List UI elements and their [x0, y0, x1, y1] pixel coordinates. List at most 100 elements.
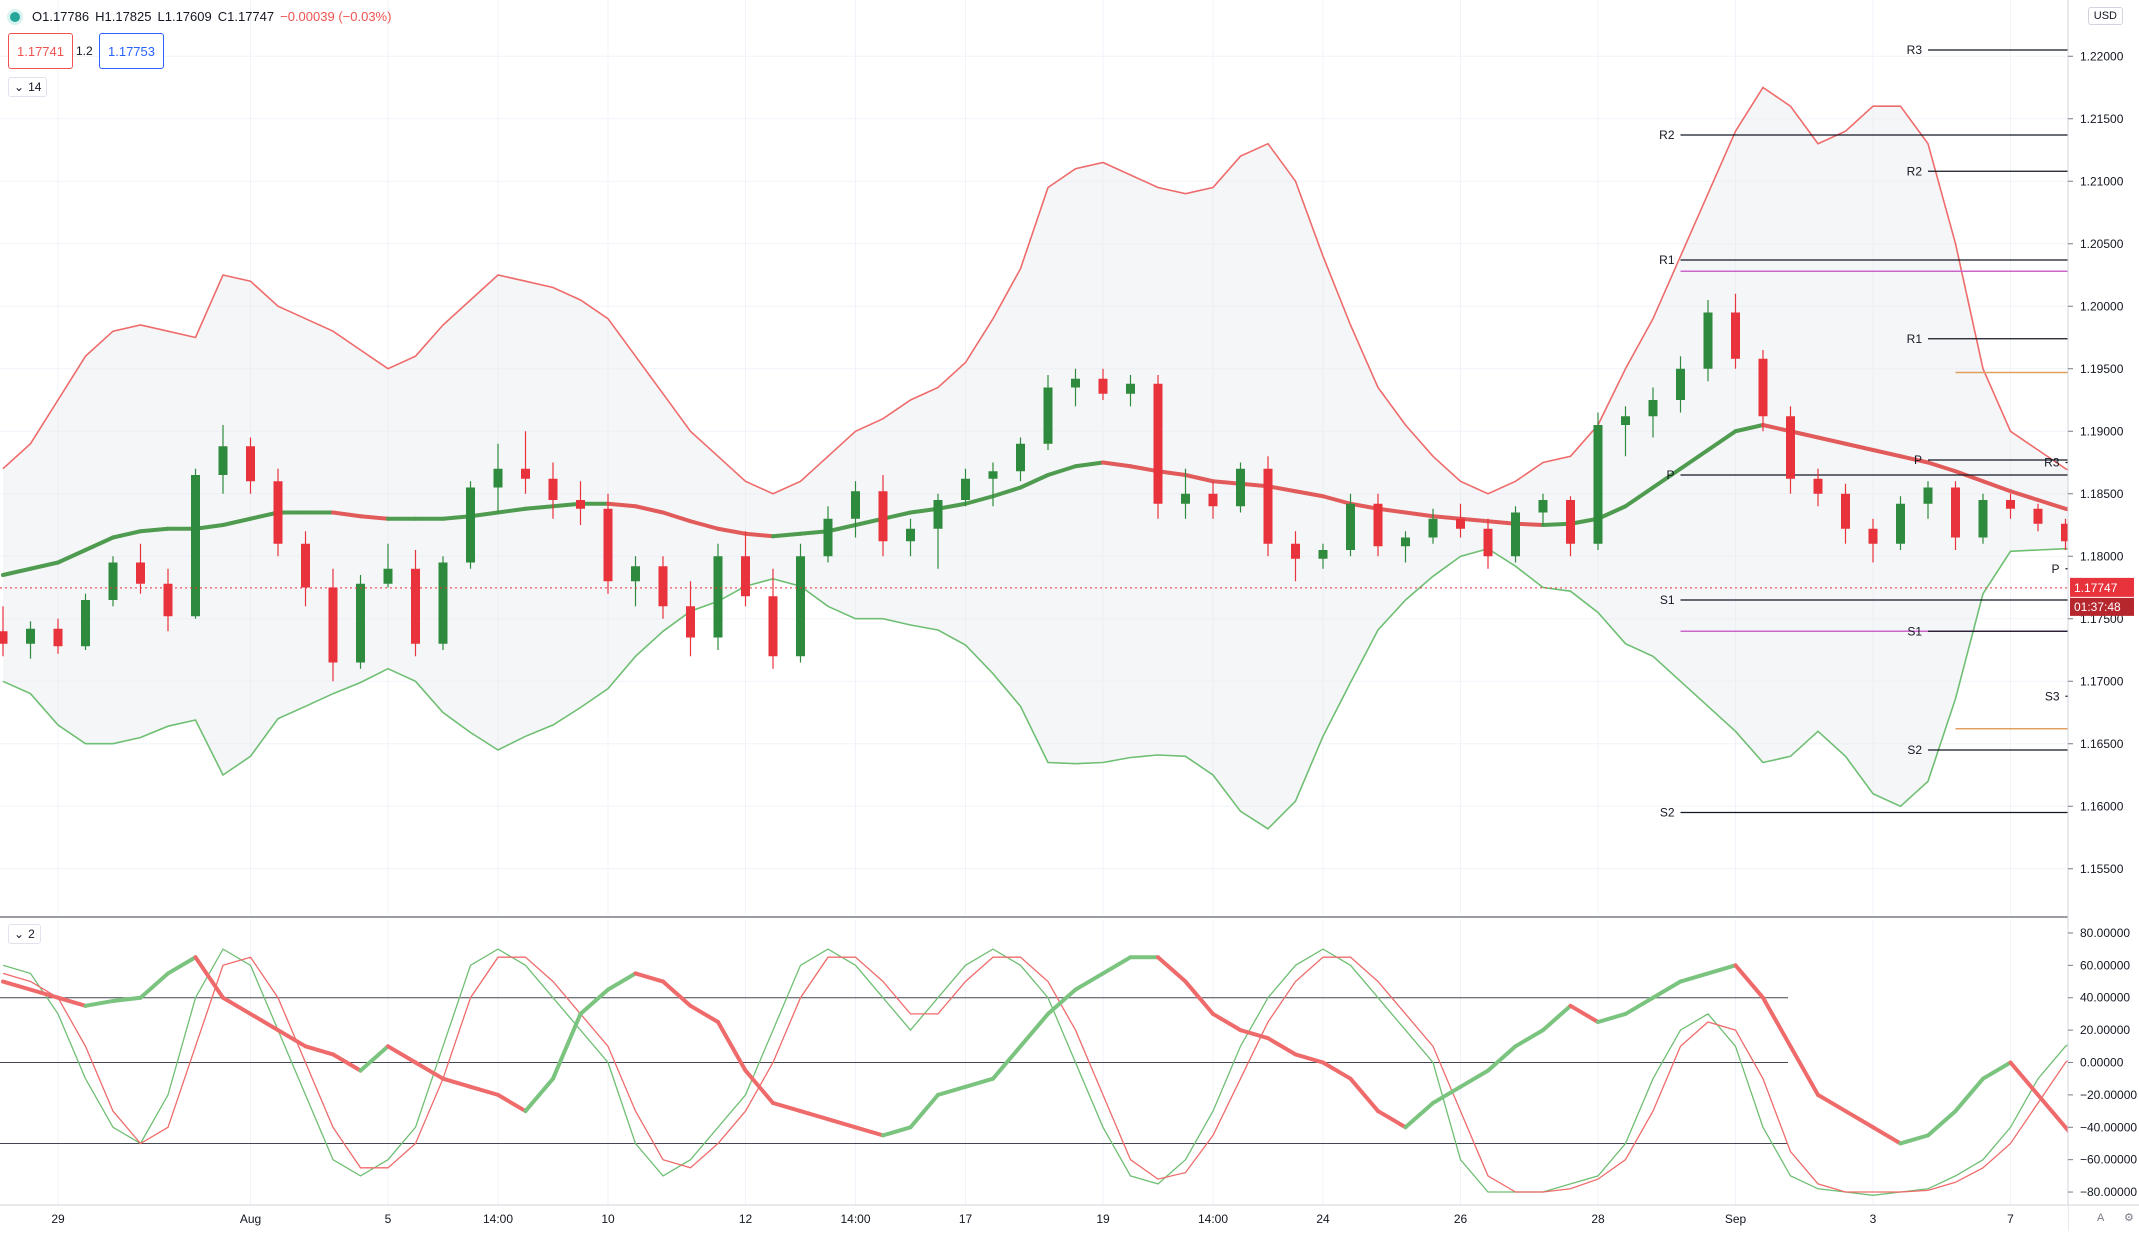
candle-body	[1099, 379, 1108, 394]
osc-main-segment	[1461, 1071, 1489, 1087]
settings-icon[interactable]: ⚙	[2124, 1211, 2134, 1224]
market-status-icon	[10, 12, 20, 22]
osc-main-segment	[773, 1103, 801, 1111]
pivot-label: R3	[2044, 456, 2060, 470]
pivot-label: S3	[2045, 689, 2060, 703]
main-indicators-toggle[interactable]: ⌄ 14	[8, 77, 47, 97]
osc-main-segment	[1681, 973, 1709, 981]
osc-main-segment	[911, 1095, 939, 1127]
osc-main-segment	[498, 1095, 526, 1111]
osc-main-segment	[718, 1022, 746, 1071]
candle-body	[1456, 519, 1465, 529]
osc-main-segment	[663, 982, 691, 1006]
osc-tick-label: 40.00000	[2080, 991, 2130, 1005]
candle-body	[549, 479, 558, 500]
bollinger-band-fill	[3, 88, 2139, 829]
candle-body	[1374, 504, 1383, 547]
osc-main-segment	[526, 1079, 554, 1111]
osc-main-segment	[1323, 1063, 1351, 1079]
osc-main-segment	[1598, 1014, 1626, 1022]
candle-body	[879, 491, 888, 541]
time-tick-label: 5	[385, 1212, 392, 1226]
osc-tick-label: 60.00000	[2080, 958, 2130, 972]
candle-body	[851, 491, 860, 519]
candle-body	[1539, 500, 1548, 513]
last-price-label: 1.17747	[2074, 581, 2118, 595]
osc-main-segment	[1763, 998, 1791, 1047]
candle-body	[494, 469, 503, 488]
osc-main-segment	[1653, 982, 1681, 998]
price-tick-label: 1.20000	[2080, 299, 2124, 313]
candle-body	[356, 584, 365, 663]
osc-main-segment	[3, 982, 31, 990]
candle-body	[54, 629, 63, 647]
osc-main-segment	[1158, 957, 1186, 981]
price-tick-label: 1.20500	[2080, 237, 2124, 251]
osc-main-segment	[86, 1001, 114, 1006]
osc-main-segment	[443, 1079, 471, 1087]
osc-main-segment	[31, 990, 59, 998]
candle-body	[1401, 538, 1410, 547]
candle-body	[301, 544, 310, 588]
oscillator-indicators-toggle[interactable]: ⌄ 2	[8, 924, 41, 944]
candle-body	[0, 631, 8, 644]
time-tick-label: 26	[1454, 1212, 1468, 1226]
main-indicators-count: 14	[28, 80, 41, 94]
buy-button[interactable]: 1.17753	[99, 33, 164, 69]
time-tick-label: Aug	[240, 1212, 261, 1226]
osc-main-segment	[1378, 1111, 1406, 1127]
candle-body	[411, 569, 420, 644]
osc-main-segment	[1021, 1014, 1049, 1046]
osc-main-segment	[1956, 1079, 1984, 1111]
candle-body	[769, 596, 778, 656]
osc-main-segment	[1708, 965, 1736, 973]
currency-button[interactable]: USD	[2088, 7, 2123, 25]
time-tick-label: 24	[1316, 1212, 1330, 1226]
pivot-label: S1	[1660, 593, 1675, 607]
candle-body	[1924, 488, 1933, 504]
time-tick-label: 28	[1591, 1212, 1605, 1226]
osc-main-segment	[416, 1063, 444, 1079]
pivot-label: P	[2051, 562, 2059, 576]
candle-body	[384, 569, 393, 584]
osc-main-segment	[1791, 1046, 1819, 1095]
low-value: L1.17609	[158, 9, 212, 24]
oscillator-indicators-count: 2	[28, 927, 35, 941]
candle-body	[1484, 529, 1493, 557]
auto-scale-button[interactable]: A	[2097, 1212, 2104, 1224]
candle-body	[521, 469, 530, 479]
ohlc-legend: O1.17786 H1.17825 L1.17609 C1.17747 −0.0…	[10, 9, 391, 24]
time-tick-label: 12	[739, 1212, 753, 1226]
spread-value: 1.2	[76, 44, 93, 58]
candle-body	[219, 446, 228, 475]
candle-body	[81, 600, 90, 646]
candle-body	[1154, 384, 1163, 504]
time-tick-label: 10	[601, 1212, 615, 1226]
candle-body	[961, 479, 970, 500]
osc-main-segment	[1516, 1030, 1544, 1046]
osc-tick-label: −40.00000	[2080, 1120, 2137, 1134]
bollinger-basis-segment	[746, 534, 774, 537]
close-value: C1.17747	[218, 9, 274, 24]
countdown-label: 01:37:48	[2074, 600, 2121, 614]
candle-body	[1896, 504, 1905, 544]
candle-body	[1126, 384, 1135, 394]
candle-body	[1264, 469, 1273, 544]
osc-tick-label: −20.00000	[2080, 1088, 2137, 1102]
candle-body	[1731, 313, 1740, 359]
candle-body	[824, 519, 833, 557]
time-tick-label: Sep	[1725, 1212, 1747, 1226]
osc-main-segment	[1268, 1038, 1296, 1054]
candle-body	[1951, 488, 1960, 538]
candle-body	[1511, 513, 1520, 557]
candle-body	[906, 529, 915, 542]
candle-body	[604, 509, 613, 582]
bollinger-basis-segment	[773, 534, 801, 537]
osc-tick-label: −60.00000	[2080, 1153, 2137, 1167]
candle-body	[466, 488, 475, 563]
candle-body	[1071, 379, 1080, 388]
sell-button[interactable]: 1.17741	[8, 33, 73, 69]
candle-body	[274, 481, 283, 544]
